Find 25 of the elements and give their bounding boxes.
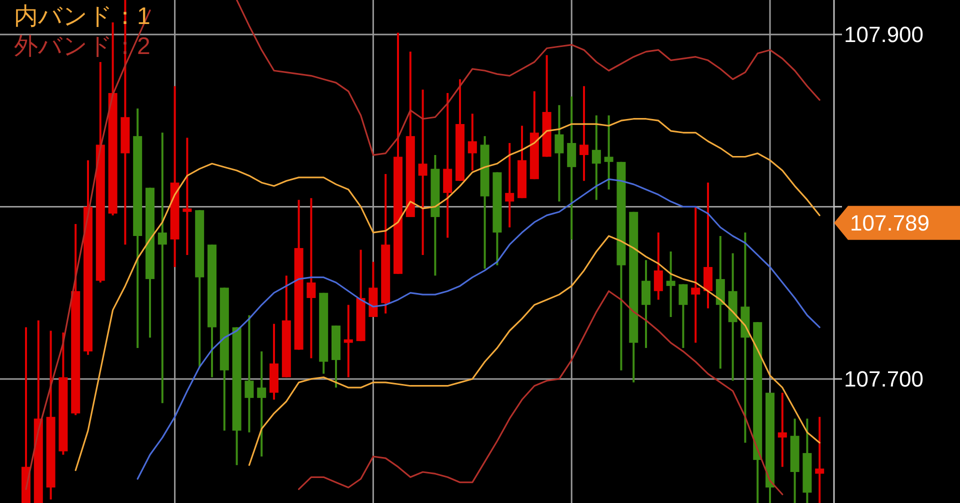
- candlestick: [244, 314, 254, 434]
- candlestick: [580, 85, 588, 182]
- candlestick: [344, 304, 353, 378]
- candlestick: [554, 104, 564, 203]
- candlestick: [468, 112, 477, 172]
- y-tick-label: 107.700: [844, 366, 924, 392]
- candlestick: [666, 250, 676, 318]
- candlestick: [815, 416, 824, 503]
- candlestick: [678, 283, 688, 349]
- line-series: [248, 235, 820, 466]
- candlestick: [592, 114, 601, 201]
- candlestick: [654, 232, 663, 301]
- candlestick: [604, 114, 614, 190]
- line-series: [298, 290, 784, 496]
- candlestick: [257, 350, 266, 458]
- line-series: [74, 118, 820, 472]
- candlestick: [182, 136, 192, 256]
- line-series: [136, 178, 820, 480]
- candlestick: [418, 88, 428, 256]
- candlestick: [505, 142, 514, 228]
- candlestick: [158, 132, 167, 404]
- candlestick: [691, 206, 700, 344]
- candlestick: [306, 197, 316, 360]
- candlestick: [778, 392, 787, 468]
- y-tick-label: 107.900: [844, 22, 924, 47]
